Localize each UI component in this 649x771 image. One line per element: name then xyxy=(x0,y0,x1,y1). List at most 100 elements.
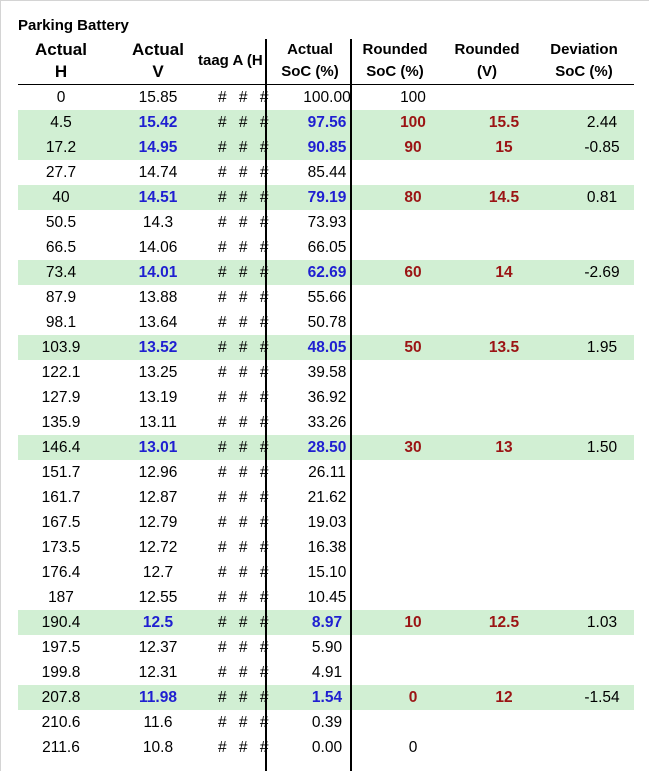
cell-rounded-v[interactable]: 12.5 xyxy=(488,614,520,631)
cell-actual-soc[interactable]: 33.26 xyxy=(307,414,347,431)
cell-actual-h[interactable]: 87.9 xyxy=(45,289,77,306)
cell-rounded-soc[interactable] xyxy=(370,410,456,435)
cell-deviation[interactable] xyxy=(552,85,649,110)
cell-actual-soc[interactable]: 90.85 xyxy=(307,139,347,156)
cell-deviation[interactable] xyxy=(552,460,649,485)
cell-actual-v[interactable]: 11.6 xyxy=(143,714,173,731)
header-deviation-soc[interactable]: Deviation SoC (%) xyxy=(534,39,634,83)
cell-actual-v[interactable]: 12.55 xyxy=(138,589,178,606)
cell-deviation[interactable] xyxy=(552,560,649,585)
cell-rounded-v[interactable] xyxy=(456,460,552,485)
cell-deviation[interactable] xyxy=(552,310,649,335)
cell-rounded-soc[interactable] xyxy=(370,210,456,235)
cell-actual-v[interactable]: 11.98 xyxy=(139,689,177,706)
cell-actual-soc[interactable]: 5.90 xyxy=(311,639,343,656)
cell-hidden-overflow[interactable]: # # # xyxy=(218,439,273,456)
cell-rounded-v[interactable]: 12 xyxy=(495,689,513,706)
cell-actual-h[interactable]: 207.8 xyxy=(41,689,81,706)
cell-rounded-soc[interactable] xyxy=(370,585,456,610)
cell-rounded-soc[interactable]: 60 xyxy=(404,264,422,281)
cell-rounded-v[interactable]: 14.5 xyxy=(488,189,520,206)
cell-rounded-v[interactable] xyxy=(456,660,552,685)
cell-deviation[interactable]: 1.03 xyxy=(586,614,618,631)
cell-actual-h[interactable]: 27.7 xyxy=(45,164,77,181)
cell-actual-v[interactable]: 13.11 xyxy=(139,414,177,431)
cell-deviation[interactable] xyxy=(552,210,649,235)
cell-hidden-overflow[interactable]: # # # xyxy=(218,214,273,231)
cell-rounded-soc[interactable] xyxy=(370,660,456,685)
cell-actual-soc[interactable]: 73.93 xyxy=(307,214,347,231)
cell-hidden-overflow[interactable]: # # # xyxy=(218,464,273,481)
cell-actual-soc[interactable]: 66.05 xyxy=(307,239,347,256)
cell-rounded-v[interactable] xyxy=(456,560,552,585)
cell-rounded-v[interactable]: 13 xyxy=(495,439,513,456)
cell-actual-soc[interactable]: 48.05 xyxy=(307,339,347,356)
cell-deviation[interactable] xyxy=(552,710,649,735)
cell-deviation[interactable] xyxy=(552,485,649,510)
cell-actual-soc[interactable]: 1.54 xyxy=(311,689,343,706)
cell-actual-soc[interactable]: 50.78 xyxy=(307,314,347,331)
cell-actual-soc[interactable]: 28.50 xyxy=(307,439,347,456)
cell-rounded-soc[interactable] xyxy=(370,710,456,735)
cell-rounded-v[interactable] xyxy=(456,210,552,235)
cell-rounded-v[interactable]: 15 xyxy=(495,139,513,156)
cell-deviation[interactable]: 1.50 xyxy=(586,439,618,456)
cell-deviation[interactable] xyxy=(552,635,649,660)
cell-actual-h[interactable]: 122.1 xyxy=(41,364,81,381)
cell-rounded-v[interactable] xyxy=(456,535,552,560)
cell-hidden-overflow[interactable]: # # # xyxy=(218,739,273,756)
cell-rounded-soc[interactable] xyxy=(370,460,456,485)
cell-actual-v[interactable]: 13.01 xyxy=(138,439,178,456)
cell-rounded-soc[interactable] xyxy=(370,485,456,510)
cell-actual-h[interactable]: 151.7 xyxy=(41,464,81,481)
cell-actual-h[interactable]: 40 xyxy=(52,189,70,206)
cell-actual-v[interactable]: 12.96 xyxy=(138,464,178,481)
cell-hidden-overflow[interactable]: # # # xyxy=(218,589,273,606)
cell-actual-soc[interactable]: 4.91 xyxy=(311,664,343,681)
cell-hidden-overflow[interactable]: # # # xyxy=(218,664,273,681)
cell-actual-v[interactable]: 12.37 xyxy=(138,639,178,656)
cell-hidden-overflow[interactable]: # # # xyxy=(218,239,273,256)
cell-actual-h[interactable]: 98.1 xyxy=(45,314,77,331)
cell-actual-v[interactable]: 15.42 xyxy=(138,114,178,131)
cell-actual-h[interactable]: 197.5 xyxy=(41,639,81,656)
cell-hidden-overflow[interactable]: # # # xyxy=(218,564,273,581)
cell-rounded-soc[interactable] xyxy=(370,510,456,535)
cell-actual-h[interactable]: 187 xyxy=(48,589,74,606)
cell-rounded-v[interactable] xyxy=(456,410,552,435)
cell-rounded-soc[interactable]: 10 xyxy=(404,614,422,631)
cell-rounded-v[interactable] xyxy=(456,360,552,385)
cell-hidden-overflow[interactable]: # # # xyxy=(218,489,273,506)
header-actual-soc[interactable]: Actual SoC (%) xyxy=(270,39,350,83)
cell-rounded-soc[interactable]: 0 xyxy=(408,689,418,706)
cell-rounded-v[interactable] xyxy=(456,385,552,410)
cell-actual-h[interactable]: 190.4 xyxy=(41,614,81,631)
cell-rounded-v[interactable]: 15.5 xyxy=(488,114,520,131)
cell-actual-v[interactable]: 14.51 xyxy=(138,189,178,206)
cell-actual-soc[interactable]: 36.92 xyxy=(307,389,347,406)
cell-deviation[interactable]: 0.81 xyxy=(586,189,618,206)
cell-rounded-soc[interactable]: 50 xyxy=(404,339,422,356)
cell-deviation[interactable] xyxy=(552,535,649,560)
cell-actual-soc[interactable]: 8.97 xyxy=(311,614,343,631)
cell-rounded-v[interactable] xyxy=(456,635,552,660)
cell-rounded-v[interactable] xyxy=(456,710,552,735)
cell-actual-h[interactable]: 4.5 xyxy=(50,114,72,131)
cell-actual-h[interactable]: 161.7 xyxy=(41,489,81,506)
cell-rounded-v[interactable] xyxy=(456,510,552,535)
cell-actual-h[interactable]: 50.5 xyxy=(45,214,77,231)
cell-rounded-soc[interactable]: 30 xyxy=(404,439,422,456)
cell-actual-h[interactable]: 173.5 xyxy=(41,539,81,556)
cell-actual-soc[interactable]: 15.10 xyxy=(307,564,347,581)
cell-actual-v[interactable]: 10.8 xyxy=(142,739,174,756)
cell-actual-v[interactable]: 14.74 xyxy=(138,164,178,181)
cell-actual-h[interactable]: 146.4 xyxy=(41,439,81,456)
cell-actual-soc[interactable]: 10.45 xyxy=(307,589,347,606)
cell-rounded-v[interactable] xyxy=(456,735,552,760)
cell-actual-soc[interactable]: 55.66 xyxy=(307,289,347,306)
cell-actual-v[interactable]: 13.64 xyxy=(138,314,178,331)
cell-rounded-v[interactable] xyxy=(456,85,552,110)
cell-hidden-overflow[interactable]: # # # xyxy=(218,289,273,306)
cell-actual-v[interactable]: 12.31 xyxy=(138,664,178,681)
cell-deviation[interactable] xyxy=(552,235,649,260)
